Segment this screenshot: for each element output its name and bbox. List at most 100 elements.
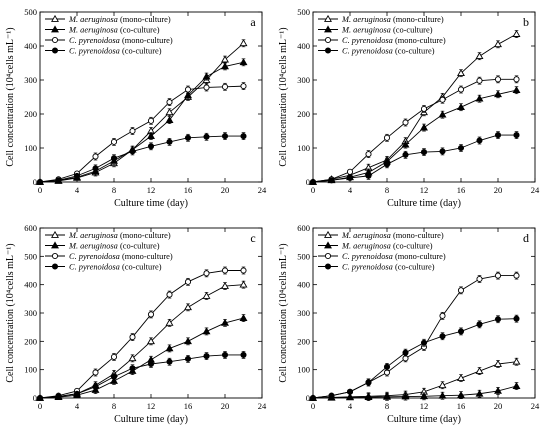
series-line [312, 33, 517, 183]
data-point [494, 76, 502, 83]
data-point [439, 148, 446, 155]
legend-entry: M. aeruginosa (co-culture) [45, 25, 160, 35]
data-point [36, 394, 44, 402]
series-filled-triangle [36, 313, 248, 401]
data-point [92, 165, 99, 172]
x-tick-label: 0 [311, 185, 315, 195]
x-tick-label: 12 [147, 185, 156, 195]
data-point [55, 177, 62, 184]
data-point [420, 123, 428, 131]
y-tick-label: 500 [297, 251, 310, 261]
y-axis-label: Cell concentration (10⁴cells mL⁻¹) [278, 27, 289, 166]
legend-species: M. aeruginosa [68, 242, 118, 251]
data-point [457, 69, 465, 77]
data-point [240, 267, 247, 274]
x-axis-label: Culture time (day) [387, 414, 461, 425]
legend-species: C. pyrenoidosa [69, 252, 120, 261]
legend-entry: C. pyrenoidosa (mono-culture) [318, 36, 446, 45]
legend-marker [324, 25, 332, 33]
data-point [202, 72, 211, 80]
y-axis-label-text: Cell concentration [278, 307, 289, 383]
series-filled-triangle [309, 86, 521, 185]
series-filled-triangle [309, 381, 521, 401]
data-point [110, 155, 118, 162]
series-line [312, 385, 517, 399]
data-point [402, 349, 409, 356]
y-tick-label: 200 [297, 336, 310, 346]
data-point [110, 373, 118, 380]
data-point [128, 354, 137, 362]
data-point [346, 174, 354, 181]
y-axis-label-unit: (10⁴cells mL⁻¹) [278, 27, 289, 90]
panel-letter: c [250, 231, 255, 245]
y-tick-label: 300 [24, 308, 37, 318]
y-tick-label: 600 [24, 223, 37, 233]
legend-label: M. aeruginosa (co-culture) [68, 26, 160, 35]
legend-species: M. aeruginosa [341, 15, 391, 24]
legend-culture: (mono-culture) [391, 15, 444, 24]
y-tick-label: 400 [297, 280, 310, 290]
legend-species: M. aeruginosa [341, 242, 391, 251]
panel-letter: a [250, 15, 256, 29]
series-filled-triangle [36, 58, 248, 185]
x-tick-label: 0 [38, 185, 42, 195]
data-point [457, 391, 465, 399]
y-axis-label-unit: (10⁴cells mL⁻¹) [278, 243, 289, 306]
series-line [312, 89, 517, 183]
legend-culture: (co-culture) [118, 242, 160, 251]
legend-entry: C. pyrenoidosa (mono-culture) [45, 36, 173, 45]
series-line [39, 61, 244, 183]
legend-species: M. aeruginosa [68, 231, 118, 240]
series-line [39, 135, 244, 183]
chart-panel-d: 0 4 8 12 16 20 24 0 100 200 300 400 500 600 Culture ti… [278, 223, 540, 425]
data-point [476, 321, 483, 328]
data-point [239, 58, 248, 66]
legend-label: M. aeruginosa (mono-culture) [341, 231, 444, 240]
x-tick-label: 24 [258, 401, 267, 411]
y-axis-label-text: Cell concentration [5, 307, 16, 383]
data-point [383, 161, 391, 168]
y-axis-label-unit: (10⁴cells mL⁻¹) [5, 27, 16, 90]
legend-species: C. pyrenoidosa [69, 47, 120, 56]
data-point [221, 318, 229, 326]
data-point [166, 291, 173, 298]
data-point [513, 272, 520, 279]
data-point [73, 172, 81, 179]
data-point [184, 278, 192, 285]
legend-species: C. pyrenoidosa [69, 36, 120, 45]
data-point [383, 363, 391, 370]
data-point [221, 83, 229, 90]
x-tick-label: 0 [38, 401, 42, 411]
data-point [110, 353, 118, 360]
data-point [129, 148, 136, 155]
data-point [476, 137, 483, 144]
data-point [203, 270, 210, 277]
legend-marker [51, 25, 59, 33]
x-tick-label: 20 [494, 401, 503, 411]
legend-culture: (co-culture) [391, 26, 433, 35]
legend-culture: (mono-culture) [118, 15, 171, 24]
data-point [512, 86, 521, 94]
data-point [184, 355, 192, 362]
series-line [39, 284, 244, 399]
legend-species: M. aeruginosa [68, 26, 118, 35]
data-point [457, 328, 465, 335]
y-axis-label: Cell concentration (10⁴cells mL⁻¹) [5, 243, 16, 382]
series-filled-circle [309, 314, 520, 402]
legend-marker [51, 36, 59, 44]
data-point [184, 134, 192, 141]
data-point [365, 379, 372, 386]
data-point [240, 351, 247, 358]
data-point [203, 133, 210, 140]
data-point [110, 138, 118, 145]
legend-label: M. aeruginosa (co-culture) [341, 26, 433, 35]
legend-species: C. pyrenoidosa [342, 47, 393, 56]
data-point [494, 316, 502, 323]
data-point [166, 99, 173, 106]
data-point [346, 168, 354, 175]
legend-entry: M. aeruginosa (mono-culture) [318, 230, 444, 240]
series-line [312, 134, 517, 183]
y-tick-label: 100 [297, 143, 310, 153]
legend-marker [324, 263, 332, 270]
data-point [165, 318, 174, 326]
